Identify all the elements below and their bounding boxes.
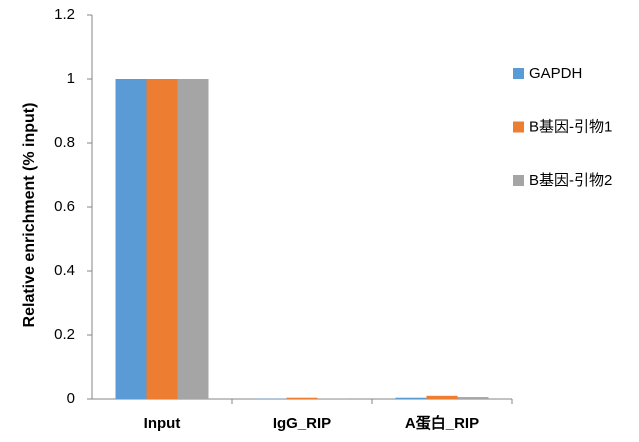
bar — [146, 79, 178, 399]
legend-label: GAPDH — [529, 65, 582, 82]
y-tick-label: 1 — [67, 70, 75, 87]
legend-swatch — [513, 68, 524, 79]
y-axis-label: Relative enrichment (% input) — [21, 103, 38, 328]
legend-swatch — [513, 175, 524, 186]
bar — [177, 79, 209, 399]
y-tick-label: 0.2 — [54, 326, 75, 343]
x-tick-label: Input — [144, 415, 181, 432]
legend-label: B基因-引物2 — [529, 172, 612, 189]
x-tick-label: A蛋白_RIP — [405, 414, 479, 432]
bar — [395, 397, 427, 399]
y-tick-label: 0 — [67, 390, 75, 407]
y-tick-label: 1.2 — [54, 6, 75, 23]
y-tick-label: 0.8 — [54, 134, 75, 151]
x-tick-label: IgG_RIP — [273, 415, 331, 432]
legend-swatch — [513, 121, 524, 133]
bar — [286, 397, 318, 399]
y-tick-label: 0.4 — [54, 262, 75, 279]
bar — [115, 79, 147, 399]
bar — [317, 398, 349, 399]
bar — [457, 397, 489, 399]
bar — [426, 395, 458, 399]
legend-label: B基因-引物1 — [529, 118, 612, 135]
y-tick-label: 0.6 — [54, 198, 75, 215]
